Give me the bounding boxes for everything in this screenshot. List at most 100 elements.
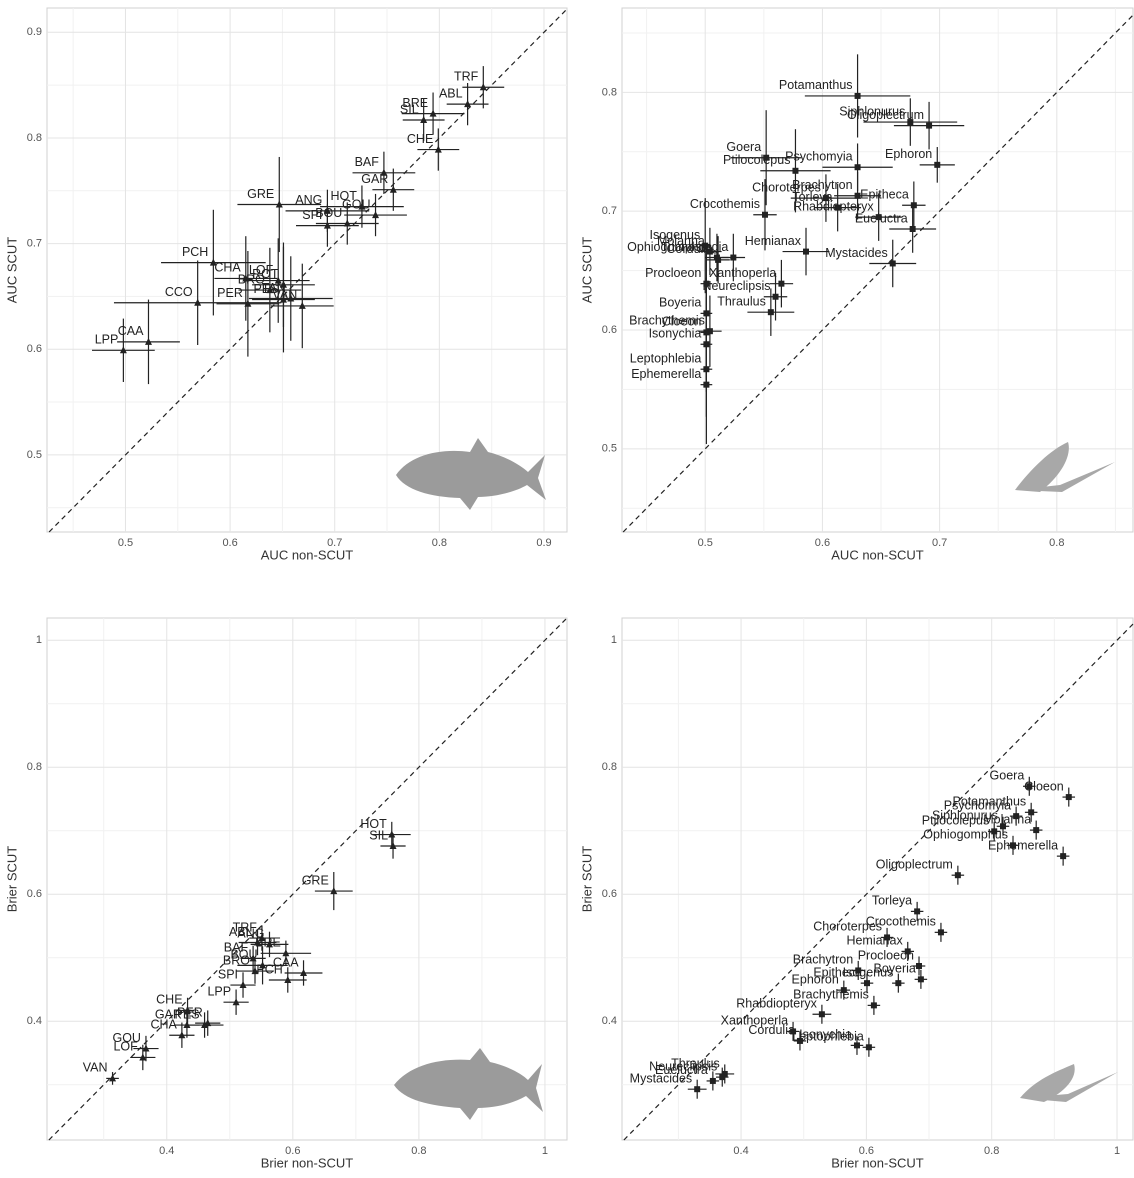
point — [840, 987, 847, 994]
y-axis-title: Brier SCUT — [579, 846, 594, 913]
point — [864, 980, 871, 987]
point — [232, 998, 240, 1006]
x-tick-label: 1 — [542, 1145, 548, 1157]
point-label: Cordulia — [748, 1023, 795, 1037]
y-axis-title: AUC SCUT — [579, 237, 594, 304]
point-label: ANG — [295, 193, 322, 207]
point-label: Ephemerella — [988, 838, 1058, 852]
point-label: Ophiogomphus — [923, 828, 1008, 842]
point-label: CHE — [407, 132, 433, 146]
point-label: Goera — [990, 769, 1025, 783]
silhouettes — [394, 438, 1118, 1120]
identity-line — [622, 14, 1134, 533]
point-label: LPP — [95, 333, 119, 347]
point-label: Cordulia — [667, 242, 714, 256]
point — [209, 258, 217, 266]
point-label: Leptophlebia — [792, 1030, 864, 1044]
point — [464, 100, 472, 108]
point — [265, 940, 273, 948]
point — [1065, 794, 1072, 801]
identity-line — [48, 617, 568, 1141]
point-label: GAR — [155, 1007, 182, 1021]
point-label: GOU — [112, 1031, 140, 1045]
y-tick-label: 1 — [611, 634, 617, 646]
point-label: Cloeon — [662, 315, 702, 329]
point — [1010, 842, 1017, 849]
point — [239, 981, 247, 989]
point-label: BOU — [230, 948, 257, 962]
point — [855, 967, 862, 974]
point-label: BAF — [224, 941, 249, 955]
point-label: Epitheca — [860, 188, 909, 202]
point — [889, 260, 896, 267]
point — [854, 92, 861, 99]
point — [870, 1002, 877, 1009]
point — [895, 980, 902, 987]
point — [259, 961, 267, 969]
point — [139, 1053, 147, 1061]
y-tick-label: 0.8 — [27, 761, 42, 773]
point — [244, 299, 252, 307]
fish-silhouette — [396, 438, 546, 510]
point — [178, 1031, 186, 1039]
point-label: GRE — [302, 873, 329, 887]
point — [854, 164, 861, 171]
point-label: TRF — [454, 70, 479, 84]
point — [389, 185, 397, 193]
point — [706, 248, 713, 255]
point — [429, 109, 437, 117]
point-label: PER — [217, 286, 243, 300]
point — [916, 963, 923, 969]
point — [323, 221, 331, 229]
point — [109, 1074, 117, 1082]
point-label: Neureclipsis — [702, 279, 770, 293]
point — [266, 286, 274, 294]
point — [119, 346, 127, 354]
point — [702, 242, 709, 249]
point-label: Choroterpes — [752, 180, 821, 194]
point — [194, 298, 202, 306]
x-tick-label: 0.9 — [536, 537, 551, 549]
y-tick-label: 0.9 — [27, 26, 42, 38]
y-tick-label: 0.4 — [602, 1015, 617, 1027]
point — [792, 167, 799, 174]
point — [1026, 783, 1033, 790]
x-tick-label: 0.8 — [984, 1145, 999, 1157]
point — [999, 823, 1006, 830]
point — [907, 119, 914, 126]
point-label: BRO — [238, 272, 265, 286]
point — [300, 968, 308, 976]
point — [715, 256, 722, 263]
point — [884, 934, 891, 941]
point-label: PES — [175, 1007, 200, 1021]
point-label: GRE — [247, 187, 274, 201]
point — [910, 202, 917, 209]
point-label: Psychomyia — [785, 150, 852, 164]
point — [251, 967, 259, 975]
point — [1028, 809, 1035, 816]
point-label: Rhabdiopteryx — [793, 199, 874, 213]
point-label: PCH — [182, 245, 208, 259]
point-label: BRE — [402, 96, 428, 110]
point-label: ABL — [229, 925, 253, 939]
point — [1013, 813, 1020, 820]
point-label: Isonychia — [649, 327, 702, 341]
y-tick-label: 0.8 — [27, 132, 42, 144]
point-label: HOT — [331, 189, 358, 203]
point — [853, 1042, 860, 1049]
point-label: LPP — [207, 984, 231, 998]
point — [282, 949, 290, 957]
point-label: BOU — [315, 206, 342, 220]
point — [706, 328, 713, 335]
point — [822, 195, 829, 202]
point-label: Brachythemis — [793, 988, 869, 1002]
point-label: Isogenus — [649, 228, 700, 242]
point-label: Boyeria — [874, 962, 916, 976]
point — [767, 309, 774, 316]
point — [420, 115, 428, 123]
point-label: Eueluctra — [855, 211, 908, 225]
point-label: Isogenus — [843, 965, 894, 979]
point-label: Hemianax — [745, 234, 802, 248]
point — [389, 841, 397, 849]
point — [909, 226, 916, 233]
